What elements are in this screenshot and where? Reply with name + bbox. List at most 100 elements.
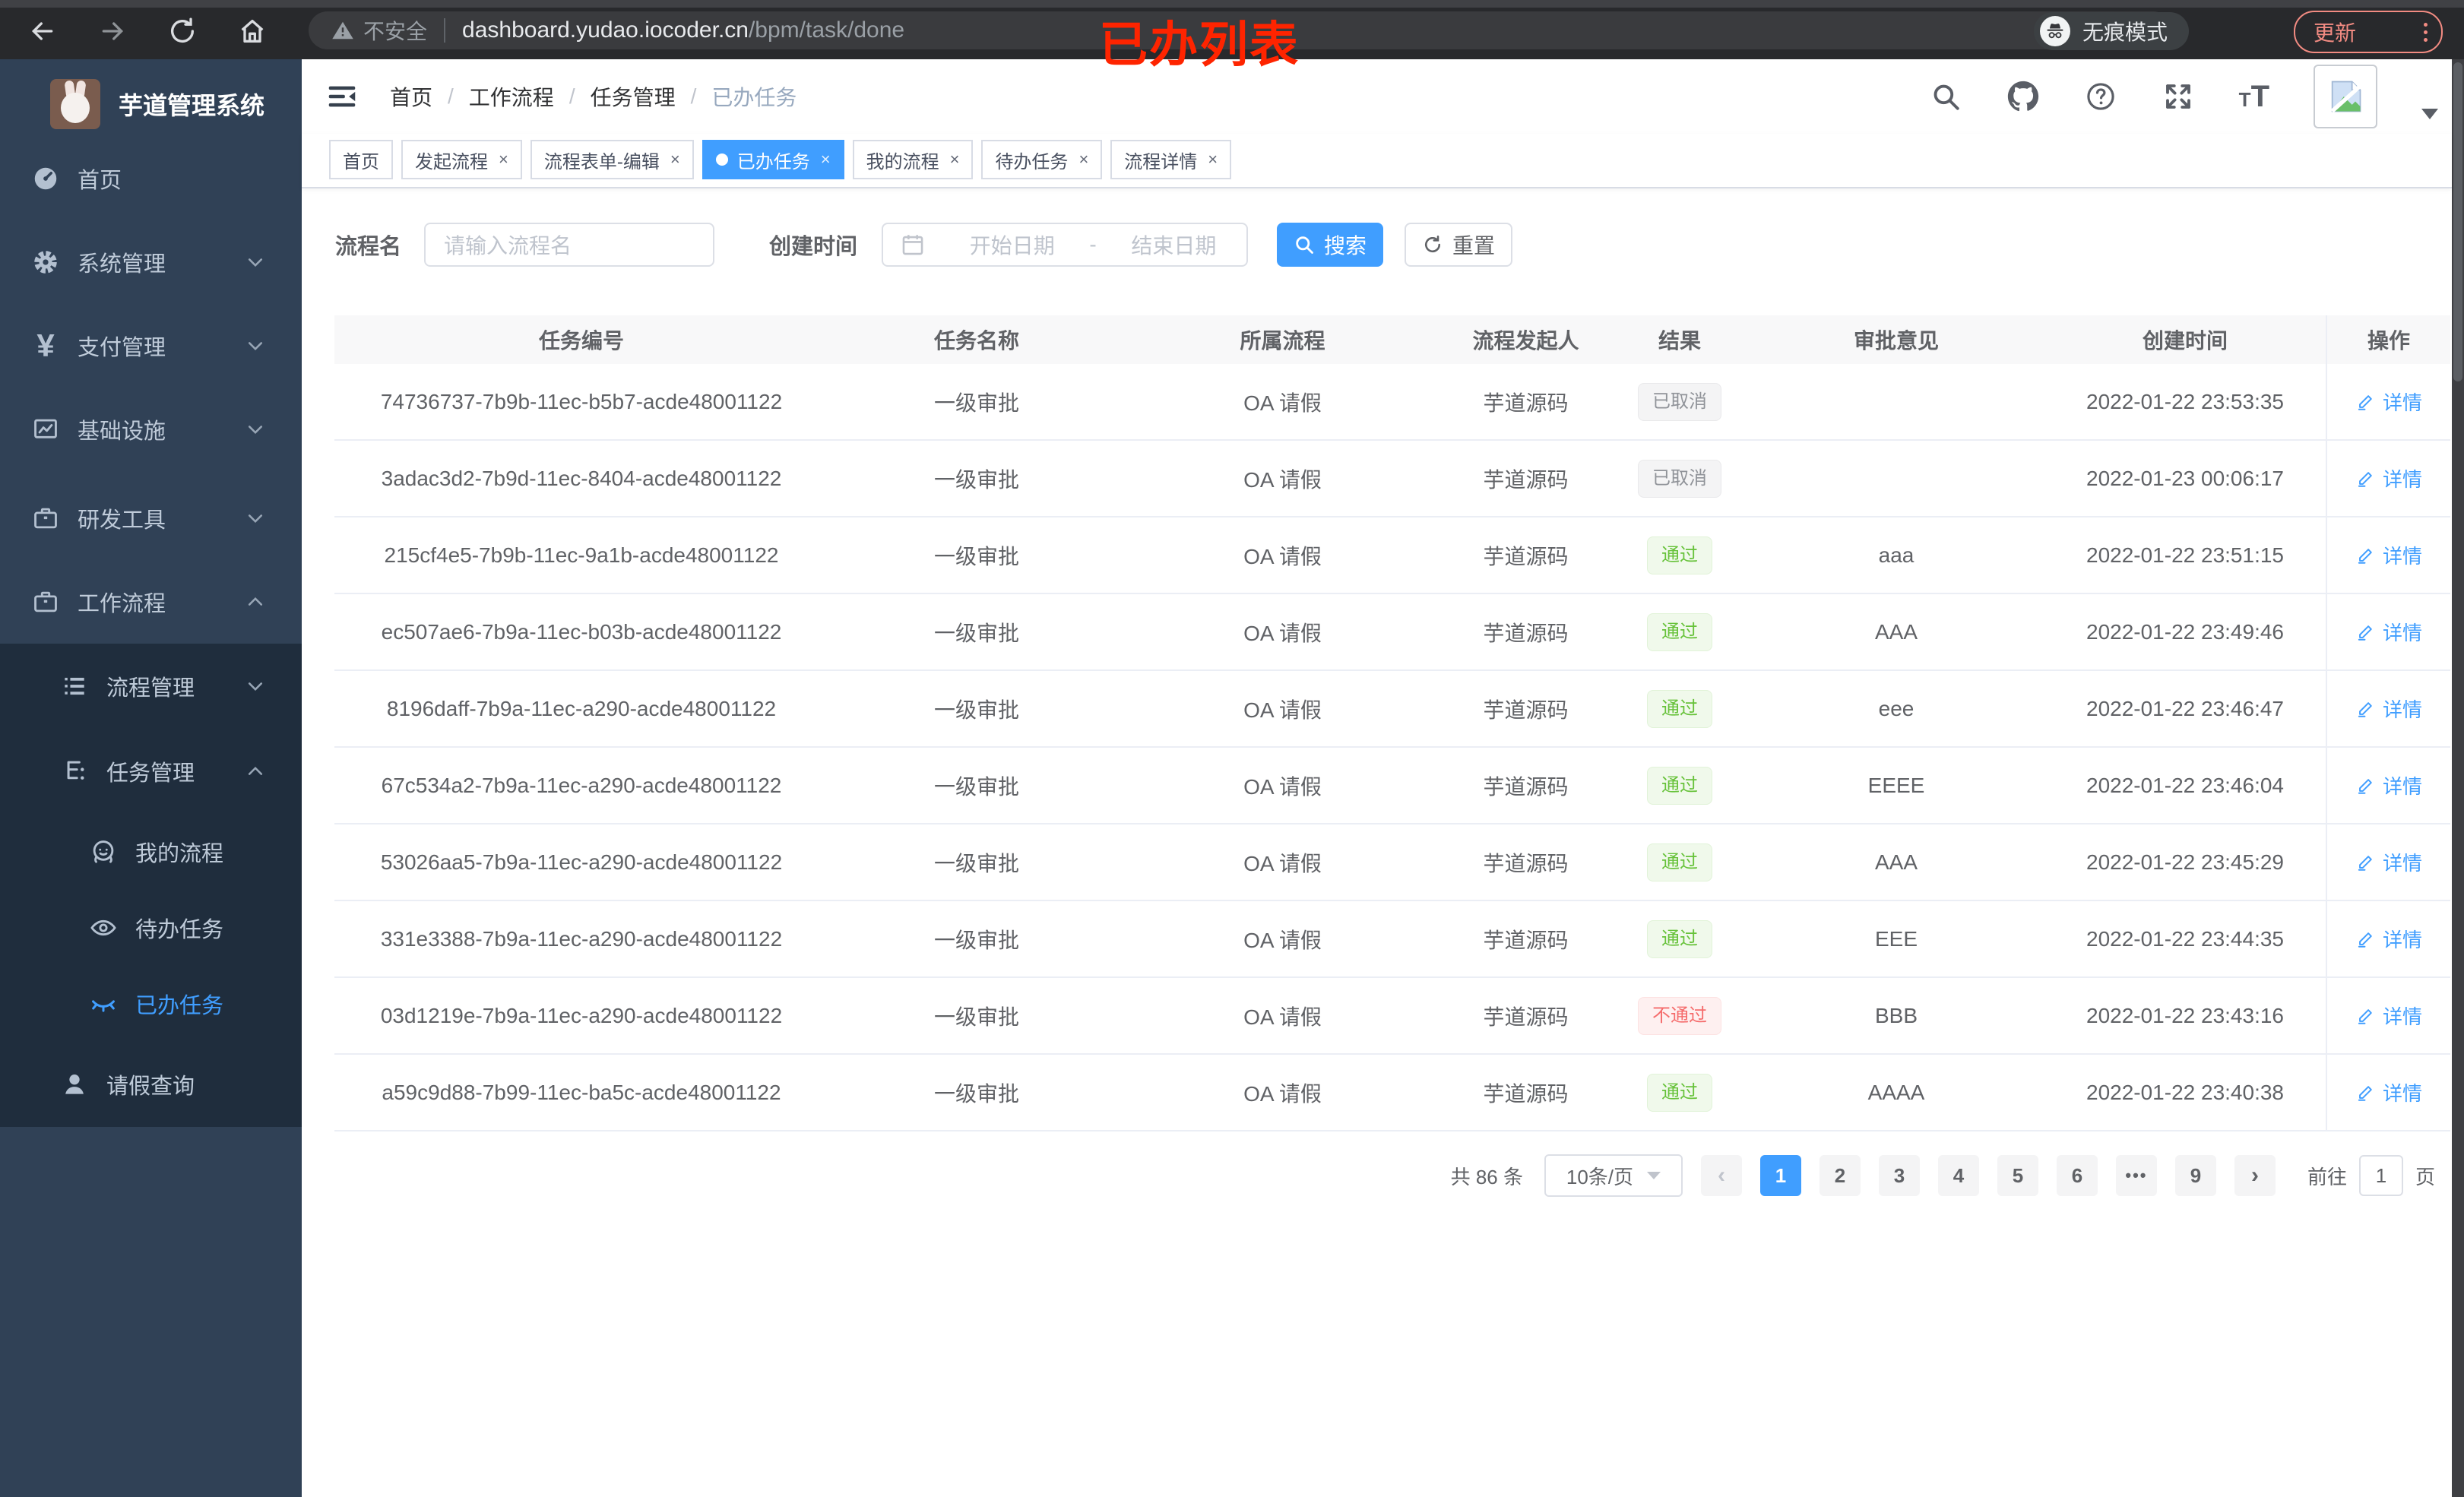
- sidebar-item-leave-query[interactable]: 请假查询: [0, 1042, 302, 1127]
- yen-icon: ¥: [36, 328, 55, 363]
- detail-link[interactable]: 详情: [2355, 695, 2422, 723]
- page-button-2[interactable]: 2: [1819, 1155, 1861, 1196]
- table-row: a59c9d88-7b99-11ec-ba5c-acde48001122 一级审批…: [334, 1055, 2450, 1131]
- sidebar-item-task-management[interactable]: 任务管理: [0, 729, 302, 814]
- close-tab-icon[interactable]: ×: [949, 150, 960, 169]
- app-logo-row[interactable]: 芋道管理系统: [0, 59, 302, 138]
- task-name-cell: 一级审批: [933, 1005, 1019, 1029]
- search-button[interactable]: 搜索: [1277, 223, 1384, 267]
- scrollbar-thumb[interactable]: [2453, 62, 2462, 381]
- incognito-label: 无痕模式: [2082, 21, 2168, 44]
- search-icon[interactable]: [1929, 80, 1962, 113]
- home-icon[interactable]: [237, 16, 268, 46]
- detail-link-label: 详情: [2382, 775, 2422, 798]
- sidebar-item-system-management[interactable]: 系统管理: [0, 220, 302, 304]
- detail-link[interactable]: 详情: [2355, 848, 2422, 876]
- opinion-cell: eee: [1878, 696, 1915, 720]
- back-icon[interactable]: [27, 16, 58, 46]
- action-cell: 详情: [2326, 594, 2450, 669]
- help-icon[interactable]: [2084, 80, 2117, 113]
- close-tab-icon[interactable]: ×: [1208, 150, 1218, 169]
- detail-link[interactable]: 详情: [2355, 541, 2422, 569]
- page-button-5[interactable]: 5: [1997, 1155, 2038, 1196]
- next-page-button[interactable]: ›: [2234, 1155, 2276, 1196]
- browser-menu-icon[interactable]: [2424, 22, 2428, 42]
- goto-page-input[interactable]: 1: [2358, 1155, 2403, 1196]
- result-badge: 通过: [1647, 843, 1712, 881]
- task-name-cell: 一级审批: [933, 391, 1019, 415]
- tree-icon: [59, 756, 90, 786]
- process-name-input[interactable]: 请输入流程名: [424, 223, 715, 267]
- tab-start-process[interactable]: 发起流程 ×: [401, 140, 522, 179]
- detail-link[interactable]: 详情: [2355, 464, 2422, 492]
- detail-link[interactable]: 详情: [2355, 388, 2422, 416]
- task-id-cell: 67c534a2-7b9a-11ec-a290-acde48001122: [381, 773, 782, 797]
- date-start-placeholder[interactable]: 开始日期: [969, 234, 1055, 258]
- tab-my-process[interactable]: 我的流程 ×: [852, 140, 974, 179]
- detail-link[interactable]: 详情: [2355, 618, 2422, 646]
- tab-home[interactable]: 首页: [329, 140, 393, 179]
- close-tab-icon[interactable]: ×: [820, 150, 831, 169]
- sidebar-item-workflow[interactable]: 工作流程: [0, 560, 302, 644]
- prev-page-button[interactable]: ‹: [1700, 1155, 1742, 1196]
- sidebar-collapse-icon[interactable]: [325, 79, 359, 114]
- breadcrumb-item[interactable]: 首页: [390, 86, 433, 109]
- result-badge: 通过: [1647, 536, 1712, 574]
- date-range-picker[interactable]: 开始日期 - 结束日期: [882, 223, 1249, 267]
- workflow-submenu: 流程管理 任务管理 我的流程 待办任务 已办任务 请假查询: [0, 644, 302, 1127]
- forward-icon[interactable]: [97, 16, 128, 46]
- avatar-caret-icon[interactable]: [2421, 109, 2438, 119]
- sidebar-item-payment-management[interactable]: ¥ 支付管理: [0, 304, 302, 388]
- sidebar-item-home[interactable]: 首页: [0, 137, 302, 220]
- close-tab-icon[interactable]: ×: [1078, 150, 1089, 169]
- fullscreen-icon[interactable]: [2162, 80, 2195, 113]
- tab-label: 已办任务: [736, 151, 810, 172]
- page-button-6[interactable]: 6: [2056, 1155, 2098, 1196]
- sidebar-item-infrastructure[interactable]: 基础设施: [0, 388, 302, 471]
- action-cell: 详情: [2326, 901, 2450, 976]
- page-button-1[interactable]: 1: [1759, 1155, 1801, 1196]
- close-tab-icon[interactable]: ×: [670, 150, 680, 169]
- goto-suffix: 页: [2415, 1165, 2435, 1188]
- tab-todo-tasks[interactable]: 待办任务 ×: [981, 140, 1103, 179]
- total-count-label: 共 86 条: [1450, 1165, 1523, 1188]
- more-pages-icon[interactable]: •••: [2115, 1155, 2157, 1196]
- date-end-placeholder[interactable]: 结束日期: [1131, 234, 1217, 258]
- github-icon[interactable]: [2006, 80, 2040, 113]
- update-button[interactable]: 更新: [2294, 11, 2443, 53]
- sidebar-item-dev-tools[interactable]: 研发工具: [0, 476, 302, 560]
- sidebar-item-my-process[interactable]: 我的流程: [0, 814, 302, 890]
- tab-process-form-edit[interactable]: 流程表单-编辑 ×: [530, 140, 694, 179]
- sidebar-item-todo-tasks[interactable]: 待办任务: [0, 890, 302, 966]
- process-cell: OA 请假: [1243, 621, 1322, 645]
- edit-icon: [2355, 929, 2375, 949]
- result-badge: 不通过: [1638, 996, 1721, 1035]
- task-name-cell: 一级审批: [933, 467, 1019, 492]
- reload-icon[interactable]: [167, 16, 198, 46]
- sidebar-item-done-tasks[interactable]: 已办任务: [0, 966, 302, 1042]
- url-bar[interactable]: 不安全 dashboard.yudao.iocoder.cn/bpm/task/…: [309, 11, 2172, 49]
- opinion-cell: AAA: [1874, 850, 1918, 874]
- sidebar-item-process-management[interactable]: 流程管理: [0, 644, 302, 729]
- tab-done-tasks[interactable]: 已办任务 ×: [702, 140, 844, 179]
- breadcrumb-item[interactable]: 工作流程: [468, 86, 554, 109]
- detail-link[interactable]: 详情: [2355, 1078, 2422, 1106]
- avatar[interactable]: [2314, 65, 2377, 128]
- tab-process-detail[interactable]: 流程详情 ×: [1110, 140, 1232, 179]
- page-button-3[interactable]: 3: [1878, 1155, 1920, 1196]
- breadcrumb-item[interactable]: 任务管理: [590, 86, 676, 109]
- reset-button[interactable]: 重置: [1405, 223, 1513, 267]
- page-button-4[interactable]: 4: [1937, 1155, 1979, 1196]
- opinion-cell: BBB: [1874, 1003, 1918, 1027]
- detail-link[interactable]: 详情: [2355, 925, 2422, 953]
- briefcase-icon: [30, 587, 61, 617]
- detail-link[interactable]: 详情: [2355, 771, 2422, 799]
- detail-link[interactable]: 详情: [2355, 1002, 2422, 1030]
- created-cell: 2022-01-22 23:46:04: [2086, 773, 2284, 797]
- page-size-select[interactable]: 10条/页: [1544, 1154, 1683, 1197]
- created-cell: 2022-01-22 23:40:38: [2086, 1080, 2284, 1104]
- close-tab-icon[interactable]: ×: [499, 150, 508, 169]
- page-button-9[interactable]: 9: [2174, 1155, 2216, 1196]
- page-scrollbar[interactable]: [2452, 59, 2464, 1497]
